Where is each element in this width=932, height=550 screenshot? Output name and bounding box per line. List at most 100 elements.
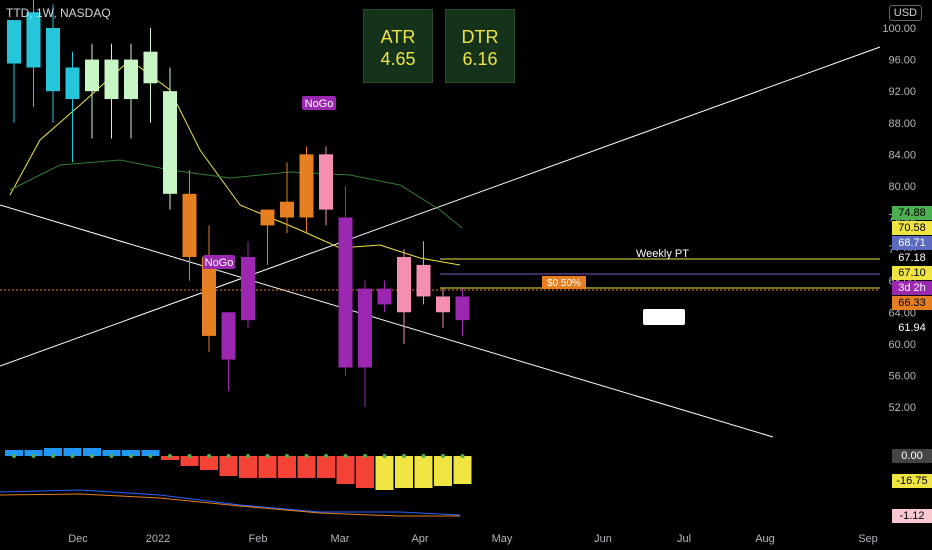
candle-body bbox=[397, 256, 411, 313]
histogram-bar bbox=[122, 450, 140, 456]
price-tag: 3d 2h bbox=[892, 281, 932, 295]
histogram-bar bbox=[239, 456, 257, 478]
candle-body bbox=[241, 256, 255, 321]
x-tick-label: May bbox=[492, 533, 513, 545]
histogram-bar bbox=[200, 456, 218, 470]
histogram-bar bbox=[44, 448, 62, 456]
weekly-pt-label: Weekly PT bbox=[636, 248, 689, 260]
price-tag: 74.88 bbox=[892, 206, 932, 220]
y-tick-label: 72.00 bbox=[888, 244, 916, 256]
histogram-bar bbox=[83, 448, 101, 456]
histogram-bar bbox=[434, 456, 452, 486]
histogram-bar bbox=[317, 456, 335, 478]
histogram-dot bbox=[324, 454, 328, 458]
x-tick-label: 2022 bbox=[146, 533, 170, 545]
fifty-percent-badge bbox=[542, 276, 586, 289]
x-tick-label: Mar bbox=[331, 533, 350, 545]
histogram-dot bbox=[12, 454, 16, 458]
price-tag: -16.75 bbox=[892, 474, 932, 488]
histogram-bar bbox=[453, 456, 472, 484]
histogram-dot bbox=[265, 454, 270, 458]
trend-line-down bbox=[0, 204, 774, 438]
currency-button[interactable]: USD bbox=[888, 5, 922, 21]
price-tag: 0.00 bbox=[892, 449, 932, 463]
x-tick-label: Apr bbox=[411, 533, 428, 545]
y-tick-label: 92.00 bbox=[888, 86, 916, 98]
candle-body bbox=[143, 51, 158, 84]
tooltip-box bbox=[643, 309, 685, 325]
nogo-label: NoGo bbox=[205, 257, 234, 269]
y-tick-label: 64.00 bbox=[888, 307, 916, 319]
y-tick-label: 56.00 bbox=[888, 370, 916, 382]
dtr-box: DTR 6.16 bbox=[445, 9, 515, 83]
candle-body bbox=[104, 59, 119, 100]
histogram-dot bbox=[402, 454, 406, 458]
histogram-bar bbox=[63, 448, 82, 456]
candle-body bbox=[182, 193, 197, 257]
y-tick-label: 52.00 bbox=[888, 402, 916, 414]
histogram-bar bbox=[258, 456, 277, 478]
candle-body bbox=[436, 296, 450, 313]
histogram-bar bbox=[297, 456, 316, 478]
histogram-dot bbox=[90, 454, 94, 458]
histogram-dot bbox=[441, 454, 445, 458]
price-tag: 67.10 bbox=[892, 266, 932, 280]
y-tick-label: 88.00 bbox=[888, 118, 916, 130]
y-tick-label: 84.00 bbox=[888, 149, 916, 161]
histogram-bar bbox=[375, 456, 394, 490]
trend-line-up bbox=[0, 46, 881, 367]
candle-body bbox=[455, 296, 470, 321]
histogram-bar bbox=[102, 450, 121, 456]
candle-body bbox=[202, 256, 216, 336]
histogram-dot bbox=[109, 454, 114, 458]
nogo-badge bbox=[302, 96, 336, 110]
fifty-percent-label: $0 50% bbox=[547, 278, 581, 289]
signal-line bbox=[0, 493, 460, 517]
histogram-bar bbox=[141, 450, 160, 456]
x-tick-label: Jun bbox=[594, 533, 612, 545]
candle-body bbox=[299, 154, 314, 218]
x-tick-label: Sep bbox=[858, 533, 878, 545]
dtr-value: 6.16 bbox=[462, 49, 498, 69]
candle-body bbox=[260, 209, 275, 226]
histogram-bar bbox=[414, 456, 433, 488]
atr-value: 4.65 bbox=[380, 49, 416, 69]
x-tick-label: Dec bbox=[68, 533, 88, 545]
candle-body bbox=[7, 20, 21, 64]
histogram-bar bbox=[5, 450, 23, 456]
y-tick-label: 96.00 bbox=[888, 55, 916, 67]
candle-body bbox=[338, 217, 353, 368]
histogram-dot bbox=[382, 454, 387, 458]
histogram-bar bbox=[356, 456, 374, 488]
candle-body bbox=[280, 201, 294, 218]
price-tag: -1.12 bbox=[892, 509, 932, 523]
histogram-dot bbox=[285, 454, 289, 458]
histogram-dot bbox=[226, 454, 231, 458]
symbol-title: TTD, 1W, NASDAQ bbox=[6, 6, 111, 20]
nogo-badge bbox=[203, 255, 235, 269]
moving-average-yellow bbox=[9, 59, 461, 266]
histogram-dot bbox=[51, 454, 55, 458]
candle-body bbox=[124, 59, 138, 100]
histogram-bar bbox=[395, 456, 413, 488]
candle-body bbox=[319, 154, 333, 210]
price-tag: 66.33 bbox=[892, 296, 932, 310]
histogram-dot bbox=[343, 454, 348, 458]
candle-body bbox=[65, 67, 80, 100]
histogram-dot bbox=[460, 454, 465, 458]
x-tick-label: Jul bbox=[677, 533, 691, 545]
histogram-dot bbox=[187, 454, 192, 458]
price-tag: 70.58 bbox=[892, 221, 932, 235]
candle-body bbox=[221, 312, 236, 360]
x-tick-label: Aug bbox=[755, 533, 775, 545]
candle-body bbox=[26, 12, 41, 68]
y-tick-label: 100.00 bbox=[882, 23, 916, 35]
histogram-dot bbox=[148, 454, 153, 458]
histogram-dot bbox=[70, 454, 75, 458]
price-tag: 67.18 bbox=[892, 251, 932, 265]
histogram-dot bbox=[129, 454, 133, 458]
histogram-dot bbox=[168, 454, 172, 458]
x-tick-label: Feb bbox=[249, 533, 268, 545]
moving-average-green bbox=[9, 159, 463, 229]
